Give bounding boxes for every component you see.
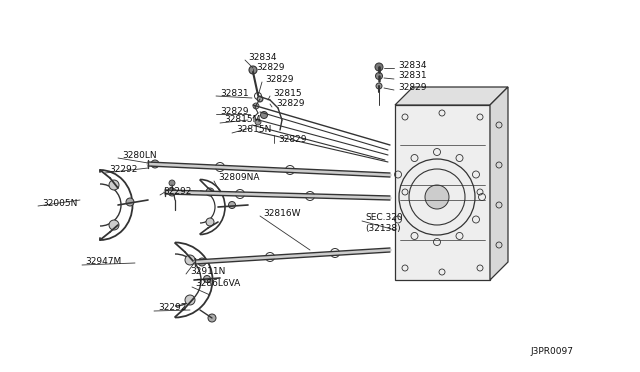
Circle shape (208, 314, 216, 322)
Text: 32831: 32831 (220, 89, 248, 97)
Circle shape (376, 73, 383, 80)
Circle shape (185, 295, 195, 305)
Text: 32829: 32829 (256, 64, 285, 73)
Text: 32005N: 32005N (42, 199, 77, 208)
Circle shape (206, 188, 214, 196)
Circle shape (109, 180, 119, 190)
Text: 3280LN: 3280LN (122, 151, 157, 160)
Circle shape (255, 119, 261, 125)
Circle shape (249, 66, 257, 74)
Text: 32834: 32834 (398, 61, 426, 70)
Text: 32947M: 32947M (85, 257, 121, 266)
Text: J3PR0097: J3PR0097 (530, 347, 573, 356)
Circle shape (375, 63, 383, 71)
Circle shape (109, 220, 119, 230)
Circle shape (425, 185, 449, 209)
Text: 32292: 32292 (158, 304, 186, 312)
Circle shape (206, 218, 214, 226)
Text: 32829: 32829 (278, 135, 307, 144)
Polygon shape (490, 87, 508, 280)
Circle shape (126, 198, 134, 206)
Circle shape (260, 112, 268, 119)
Text: 32834: 32834 (248, 52, 276, 61)
Circle shape (169, 180, 175, 186)
Circle shape (376, 83, 382, 89)
Text: 3286L6VA: 3286L6VA (195, 279, 240, 289)
Text: 32815M: 32815M (224, 115, 260, 125)
Circle shape (168, 188, 176, 196)
Text: 32829: 32829 (265, 74, 294, 83)
Text: 32831: 32831 (398, 71, 427, 80)
Circle shape (257, 96, 262, 102)
Text: 32292: 32292 (109, 166, 138, 174)
Text: 32911N: 32911N (190, 266, 225, 276)
Circle shape (253, 103, 259, 109)
Circle shape (228, 202, 236, 208)
Polygon shape (395, 105, 490, 280)
Circle shape (185, 255, 195, 265)
Text: 32829: 32829 (398, 83, 426, 92)
Text: SEC.320: SEC.320 (365, 214, 403, 222)
Circle shape (204, 276, 211, 282)
Text: 32816W: 32816W (263, 208, 301, 218)
Text: (32138): (32138) (365, 224, 401, 234)
Polygon shape (395, 87, 508, 105)
Text: 32809NA: 32809NA (218, 173, 259, 183)
Text: 32815: 32815 (273, 89, 301, 97)
Circle shape (151, 160, 159, 168)
Circle shape (198, 258, 206, 266)
Text: 32829: 32829 (276, 99, 305, 109)
Text: 32815N: 32815N (236, 125, 271, 135)
Text: 32829: 32829 (220, 106, 248, 115)
Text: 32292: 32292 (163, 187, 191, 196)
